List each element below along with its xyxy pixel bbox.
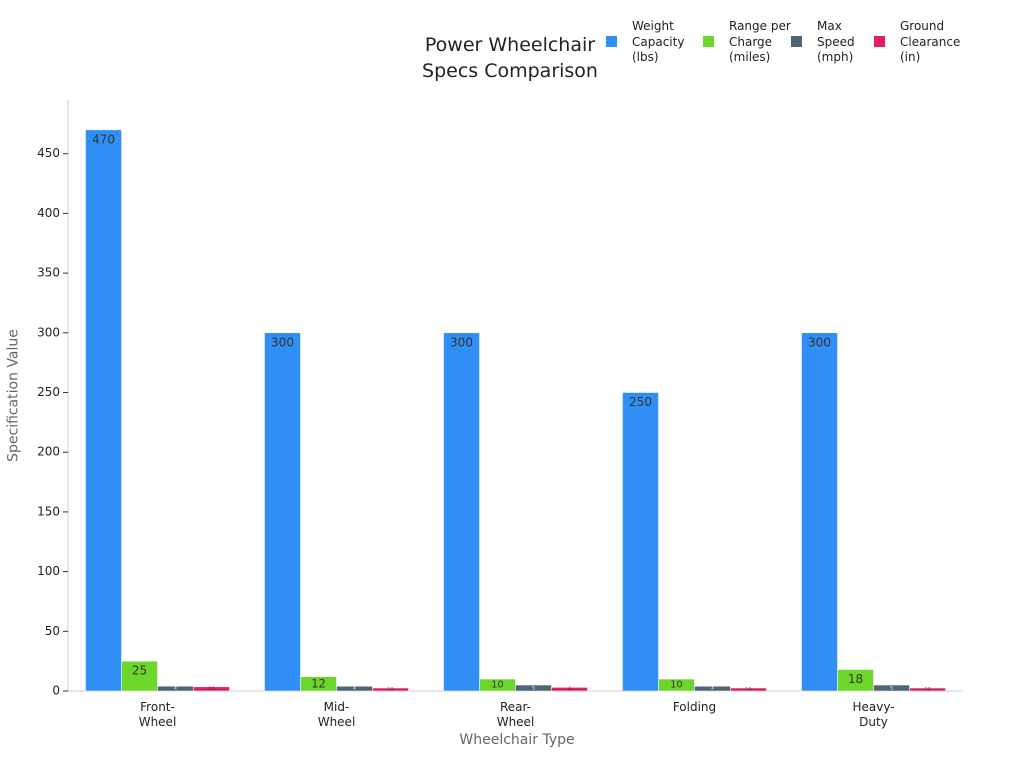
y-tick-label: 450: [37, 146, 60, 160]
value-label: 2.5: [745, 687, 752, 692]
value-label: 5: [890, 686, 893, 692]
value-label: 18: [848, 672, 863, 686]
x-tick-label: Rear-Wheel: [496, 700, 535, 729]
y-tick-label: 350: [37, 266, 60, 280]
value-label: 12: [311, 676, 326, 690]
x-axis-title: Wheelchair Type: [459, 732, 575, 748]
bar: [801, 332, 838, 692]
legend-swatch: [703, 36, 714, 47]
x-tick-label: Heavy-Duty: [852, 700, 895, 729]
value-label: 470: [92, 132, 115, 146]
x-tick-label: Front-Wheel: [138, 700, 177, 729]
value-label: 10: [670, 680, 682, 691]
bar: [730, 687, 767, 692]
value-label: 4: [711, 686, 714, 691]
legend-swatch: [791, 36, 802, 47]
x-tick-label: Folding: [672, 700, 717, 714]
value-label: 10: [491, 680, 503, 691]
bar: [622, 392, 659, 692]
y-tick-label: 300: [37, 325, 60, 339]
bar: [551, 687, 588, 692]
bar: [121, 660, 158, 692]
value-label: 300: [271, 335, 294, 349]
value-label: 2.5: [924, 687, 931, 692]
bar: [909, 687, 946, 692]
y-tick-label: 400: [37, 206, 60, 220]
value-label: 3.5: [208, 686, 215, 691]
bar: [658, 678, 695, 692]
y-tick-label: 200: [37, 445, 60, 459]
value-label: 250: [629, 395, 652, 409]
legend-label: Ground Clearance (in): [900, 19, 961, 64]
value-label: 300: [450, 335, 473, 349]
y-tick-label: 0: [52, 684, 60, 698]
y-tick-label: 50: [45, 624, 60, 638]
chart-title: Power Wheelchair Specs Comparison: [422, 34, 598, 82]
y-tick-label: 100: [37, 564, 60, 578]
bar: [443, 332, 480, 692]
bar: [837, 669, 874, 692]
y-tick-label: 250: [37, 385, 60, 399]
value-label: 3: [568, 686, 571, 691]
y-tick-label: 150: [37, 504, 60, 518]
legend-label: Weight Capacity (lbs): [632, 19, 685, 64]
x-tick-label: Mid-Wheel: [317, 700, 356, 729]
y-axis-title: Specification Value: [5, 329, 22, 462]
value-label: 300: [808, 335, 831, 349]
value-label: 4: [353, 686, 356, 691]
legend-swatch: [606, 36, 617, 47]
bar: [300, 676, 337, 692]
value-label: 4: [174, 686, 177, 691]
value-label: 5: [532, 686, 535, 692]
bar: [193, 686, 230, 692]
bar: [85, 129, 122, 692]
bar: [264, 332, 301, 692]
legend-swatch: [874, 36, 885, 47]
value-label: 25: [132, 664, 147, 678]
legend-label: Range per Charge (miles): [729, 19, 791, 64]
value-label: 2.5: [387, 687, 394, 692]
bar: [372, 687, 409, 692]
legend-label: Max Speed (mph): [817, 19, 855, 64]
